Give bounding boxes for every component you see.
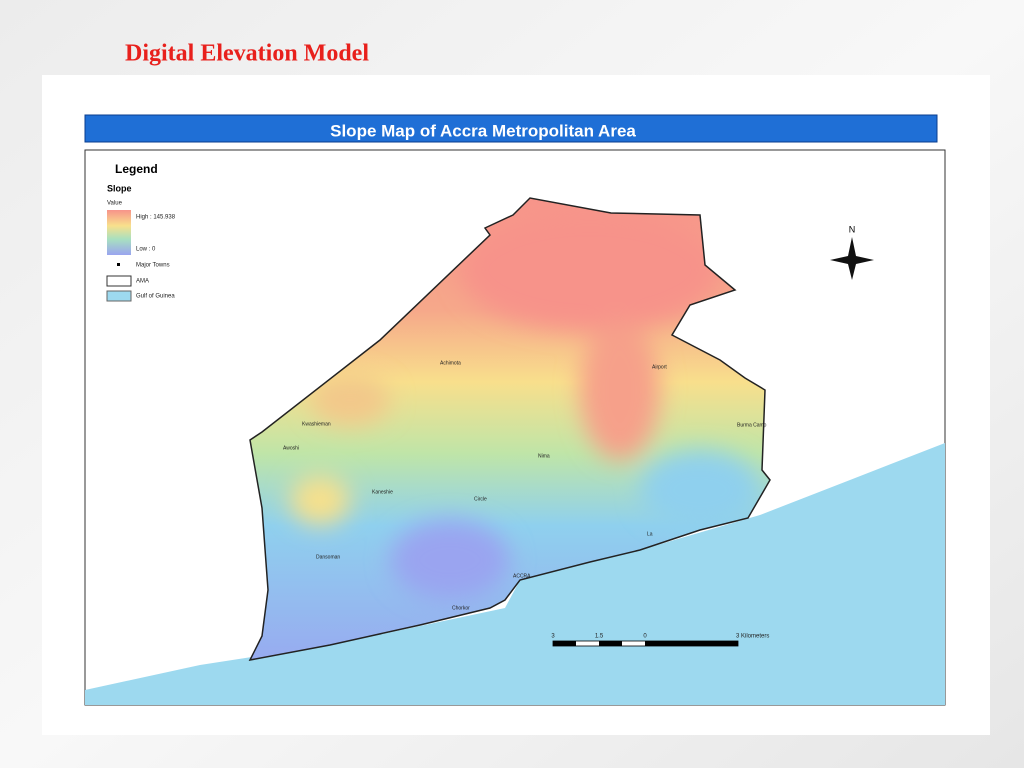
town-label: Chorkor (452, 605, 470, 611)
town-label: Burma Camp (737, 422, 767, 428)
town-label: Kaneshie (372, 489, 393, 495)
town-label: ACCRA (513, 573, 531, 579)
legend-town-symbol (117, 263, 120, 266)
town-label: Achimota (440, 360, 461, 366)
town-label: Airport (652, 364, 667, 370)
legend-high: High : 145.938 (136, 215, 176, 221)
north-star (830, 237, 874, 280)
scale-label: 3 (551, 634, 555, 640)
legend-ramp (107, 210, 131, 255)
north-label: N (849, 224, 856, 234)
legend-layer: Slope (107, 183, 132, 193)
scale-label: 1.5 (595, 634, 604, 640)
slide-title: Digital Elevation Model (125, 41, 369, 67)
legend-towns: Major Towns (136, 263, 170, 269)
legend-ama-symbol (106, 275, 132, 287)
legend-low: Low : 0 (136, 247, 156, 253)
scale-label: 0 (643, 634, 647, 640)
town-label: Kwashieman (302, 421, 331, 427)
legend-ama: AMA (136, 279, 149, 285)
scale-bar: 3 1.5 0 3 Kilometers (551, 634, 769, 647)
sea (85, 443, 945, 705)
town-label: Circle (474, 496, 487, 502)
town-label: Nima (538, 453, 550, 459)
scale-label: 3 Kilometers (736, 634, 769, 640)
map-title-bar (84, 114, 938, 143)
legend-sea: Gulf of Guinea (136, 294, 175, 300)
town-label: Dansoman (316, 554, 340, 560)
legend-field: Value (107, 201, 123, 207)
north-arrow: N (830, 224, 874, 280)
map-title: Slope Map of Accra Metropolitan Area (330, 121, 636, 140)
legend-heading: Legend (115, 162, 158, 176)
legend: Legend Slope Value High : 145.938 Low : … (106, 162, 176, 302)
towns: Achimota Airport Kwashieman Awoshi Burma Cam… (283, 360, 767, 611)
town-label: Awoshi (283, 445, 299, 451)
town-label: La (647, 531, 653, 537)
ama-boundary (248, 197, 771, 662)
legend-sea-symbol (106, 290, 132, 302)
